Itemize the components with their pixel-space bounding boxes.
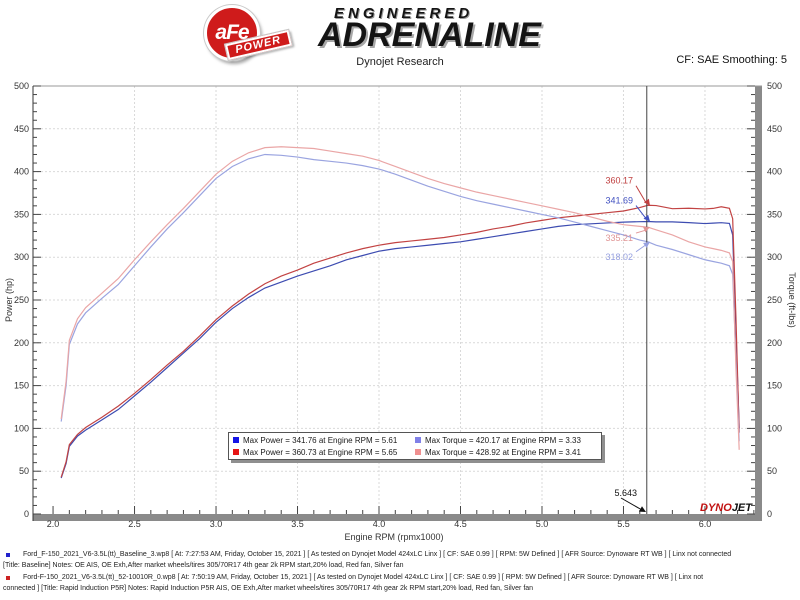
svg-text:350: 350 [767, 209, 782, 219]
run-info-p5r: Ford-F-150_2021_V6-3.5L(tt)_52-10010R_0.… [0, 573, 800, 594]
svg-text:400: 400 [767, 167, 782, 177]
svg-text:350: 350 [14, 209, 29, 219]
svg-text:3.5: 3.5 [291, 519, 304, 529]
dynojet-watermark: DYNOJET [700, 502, 753, 514]
x-axis-title: Engine RPM (rpmx1000) [344, 532, 443, 542]
legend-item: Max Power = 360.73 at Engine RPM = 5.65 [233, 448, 415, 457]
legend-box: Max Power = 341.76 at Engine RPM = 5.61 M… [228, 432, 602, 460]
svg-text:400: 400 [14, 167, 29, 177]
svg-text:200: 200 [14, 338, 29, 348]
run-bullet-baseline [6, 553, 10, 557]
y-axis-title-right: Torque (ft-lbs) [787, 272, 797, 328]
svg-text:100: 100 [767, 423, 782, 433]
legend-marker [233, 449, 239, 455]
svg-text:200: 200 [767, 338, 782, 348]
svg-text:250: 250 [767, 295, 782, 305]
legend-marker [415, 437, 421, 443]
svg-text:4.0: 4.0 [373, 519, 386, 529]
svg-text:2.5: 2.5 [128, 519, 141, 529]
curve-baseline-power [60, 220, 740, 479]
svg-text:50: 50 [767, 466, 777, 476]
svg-text:3.0: 3.0 [210, 519, 223, 529]
svg-text:5.643: 5.643 [614, 488, 637, 498]
run-info-baseline: Ford_F-150_2021_V6-3.5L(tt)_Baseline_3.w… [0, 550, 800, 571]
svg-text:250: 250 [14, 295, 29, 305]
curve-baseline-torque [60, 153, 740, 442]
legend-marker [415, 449, 421, 455]
svg-text:5.5: 5.5 [617, 519, 630, 529]
afe-power-badge: aFe POWER [196, 5, 300, 61]
legend-label: Max Power = 341.76 at Engine RPM = 5.61 [243, 435, 398, 445]
svg-text:4.5: 4.5 [454, 519, 467, 529]
afe-badge-text: aFe [215, 21, 249, 44]
svg-text:100: 100 [14, 423, 29, 433]
cursor-value-baseline-torque: 318.02 [605, 252, 633, 262]
svg-text:0: 0 [24, 509, 29, 519]
curve-p5r-power [60, 204, 740, 478]
cursor: 5.643 360.17 341.69 335.21 318.02 [605, 86, 650, 514]
series [60, 146, 740, 479]
svg-text:5.0: 5.0 [536, 519, 549, 529]
legend-label: Max Torque = 428.92 at Engine RPM = 3.41 [425, 447, 581, 457]
cursor-value-p5r-torque: 335.21 [605, 233, 633, 243]
svg-text:450: 450 [767, 124, 782, 134]
logo-word-adrenaline: ADRENALINE [318, 16, 541, 54]
svg-text:450: 450 [14, 124, 29, 134]
run-notes-line: connected ] [Title: Rapid Induction P5R]… [3, 584, 534, 592]
report-title: Dynojet Research [356, 56, 444, 68]
cursor-value-baseline-power: 341.69 [605, 196, 633, 206]
cursor-value-p5r-power: 360.17 [605, 176, 633, 186]
legend-item: Max Power = 341.76 at Engine RPM = 5.61 [233, 436, 415, 445]
legend-label: Max Torque = 420.17 at Engine RPM = 3.33 [425, 435, 581, 445]
legend-item: Max Torque = 428.92 at Engine RPM = 3.41 [415, 448, 597, 457]
svg-text:0: 0 [767, 509, 772, 519]
svg-text:6.0: 6.0 [699, 519, 712, 529]
legend-item: Max Torque = 420.17 at Engine RPM = 3.33 [415, 436, 597, 445]
svg-text:500: 500 [14, 81, 29, 91]
svg-text:150: 150 [767, 381, 782, 391]
run-file-line: Ford-F-150_2021_V6-3.5L(tt)_52-10010R_0.… [23, 574, 704, 581]
curve-p5r-torque [60, 146, 740, 450]
svg-text:2.0: 2.0 [47, 519, 60, 529]
legend-label: Max Power = 360.73 at Engine RPM = 5.65 [243, 447, 398, 457]
legend-marker [233, 437, 239, 443]
grid [33, 86, 755, 514]
svg-text:300: 300 [14, 252, 29, 262]
svg-text:50: 50 [19, 466, 29, 476]
y-axis-title-left: Power (hp) [4, 278, 14, 322]
cf-smoothing-label: CF: SAE Smoothing: 5 [676, 54, 787, 66]
dyno-chart: 0 0 50 50 100 100 150 150 200 200 250 250 300 300 350 3… [4, 81, 797, 542]
afe-badge-circle: aFe [204, 5, 260, 61]
header: aFe POWER ENGINEERED ADRENALINE Dynojet … [0, 0, 800, 76]
svg-text:500: 500 [767, 81, 782, 91]
run-info-footer: Ford_F-150_2021_V6-3.5L(tt)_Baseline_3.w… [0, 550, 800, 596]
svg-text:150: 150 [14, 381, 29, 391]
tick-labels: 0 0 50 50 100 100 150 150 200 200 250 250 300 300 350 3… [14, 81, 782, 529]
run-notes-line: [Title: Baseline] Notes: OE AIS, OE Exh,… [3, 561, 404, 569]
logo-word-engineered: ENGINEERED [334, 5, 474, 22]
afe-adrenaline-logo: aFe POWER ENGINEERED ADRENALINE [196, 5, 541, 61]
run-bullet-p5r [6, 576, 10, 580]
axis-ticks [33, 85, 755, 515]
plot-border [32, 85, 762, 521]
svg-text:300: 300 [767, 252, 782, 262]
logo-text: ENGINEERED ADRENALINE [318, 5, 541, 54]
run-file-line: Ford_F-150_2021_V6-3.5L(tt)_Baseline_3.w… [23, 551, 732, 558]
